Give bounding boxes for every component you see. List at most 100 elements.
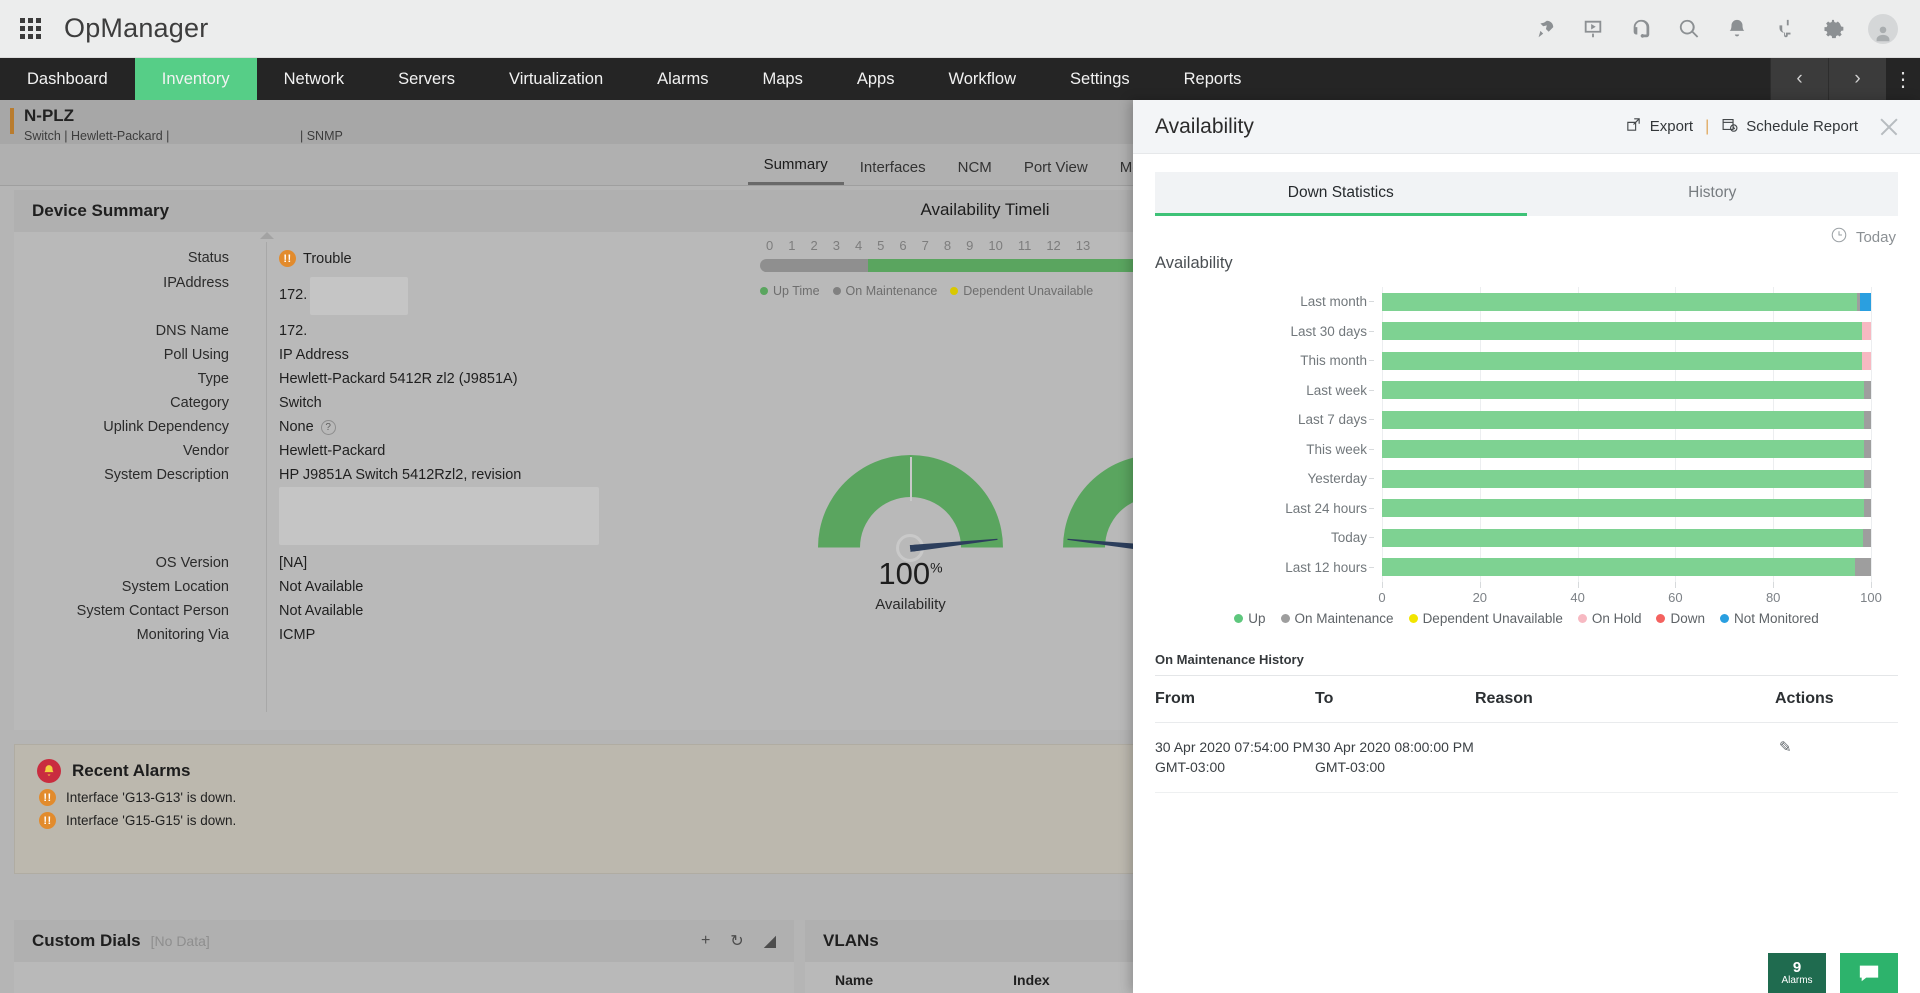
nav-item-servers[interactable]: Servers [398,69,455,88]
alarms-counter-button[interactable]: 9 Alarms [1768,953,1826,993]
vlans-title: VLANs [823,931,879,950]
legend-item[interactable]: Up [1234,611,1266,626]
gear-icon[interactable] [1820,16,1846,42]
search-icon[interactable] [1676,16,1702,42]
legend-item[interactable]: Down [1656,611,1705,626]
nav-item-virtualization[interactable]: Virtualization [508,69,604,88]
device-summary-card: Device Summary ✎ Status !! Trouble IPAddr… [14,190,1217,730]
nav-item-inventory[interactable]: Inventory [134,58,257,100]
chart-bar-row[interactable] [1382,553,1871,583]
legend-dot [1234,614,1244,623]
plus-icon[interactable]: + [700,932,711,949]
scale-tick: 9 [966,238,974,253]
user-avatar-icon[interactable] [1868,13,1898,44]
edit-pencil-icon[interactable]: ✎ [1779,739,1792,756]
headset-support-icon[interactable] [1628,16,1654,42]
column-to: To [1315,676,1475,723]
nav-item-alarms[interactable]: Alarms [657,69,709,88]
chart-bar-segment [1861,322,1871,341]
cell-to: 30 Apr 2020 08:00:00 PM GMT-03:00 [1315,722,1475,793]
column-actions: Actions [1775,676,1898,723]
scale-tick: 10 [988,238,1003,253]
legend-item[interactable]: Dependent Unavailable [1408,611,1563,626]
clock-icon [1830,226,1848,248]
export-button[interactable]: Export [1625,116,1693,137]
summary-value: [NA] [279,555,308,571]
legend-dot [832,287,841,295]
chat-icon[interactable] [1840,953,1898,993]
summary-row-osversion: OS Version [NA] [14,555,1217,571]
chart-bar-row[interactable] [1382,464,1871,494]
tab-ncm[interactable]: NCM [957,159,992,176]
summary-row-dnsname: DNS Name 172. [14,323,1217,339]
chart-heading: Availability [1155,254,1233,272]
chart-bar-row[interactable] [1382,376,1871,406]
legend-item[interactable]: On Hold [1577,611,1641,626]
nav-item-maps[interactable]: Maps [762,69,803,88]
summary-row-polluse: Poll Using IP Address [14,347,1217,363]
chart-x-tick [1479,582,1481,588]
nav-item-reports[interactable]: Reports [1183,69,1242,88]
schedule-report-button[interactable]: Schedule Report [1721,116,1858,137]
nav-item-apps[interactable]: Apps [856,69,895,88]
legend-item[interactable]: On Maintenance [1280,611,1394,626]
table-row: 30 Apr 2020 07:54:00 PM GMT-03:00 30 Apr… [1155,722,1898,793]
tab-port-view[interactable]: Port View [1023,159,1088,176]
nav-item-workflow[interactable]: Workflow [948,69,1017,88]
scale-tick: 13 [1075,238,1091,253]
close-icon[interactable] [1876,114,1902,140]
chart-bar-row[interactable] [1382,494,1871,524]
nav-item-settings[interactable]: Settings [1070,69,1130,88]
chart-x-tick [1382,582,1383,588]
chart-x-tick [1675,582,1677,588]
legend-dot [760,287,768,295]
refresh-icon[interactable]: ↻ [730,933,744,950]
chart-bar-segment [1857,292,1861,311]
today-filter-button[interactable]: Today [1133,216,1920,248]
chart-bar-row[interactable] [1382,317,1871,347]
nav-item-dashboard[interactable]: Dashboard [27,69,108,88]
legend-label: Down [1670,611,1705,626]
chart-y-label: Last 7 days [1133,405,1376,435]
rocket-icon[interactable] [1532,16,1558,42]
nav-overflow-menu-icon[interactable]: ⋮ [1886,58,1920,100]
alarm-list-item[interactable]: !! Interface 'G13-G13' is down. [15,783,1216,806]
help-icon[interactable]: ? [320,419,336,435]
chart-bar-segment [1855,558,1871,577]
plug-icon[interactable] [1772,16,1798,42]
timeline-segment-maintenance [760,259,868,272]
chart-y-label: Last 30 days [1133,317,1376,347]
chart-bar-row[interactable] [1382,435,1871,465]
legend-item[interactable]: Not Monitored [1719,611,1819,626]
presentation-play-icon[interactable] [1580,16,1606,42]
tab-interfaces[interactable]: Interfaces [859,159,926,176]
chart-bar-row[interactable] [1382,405,1871,435]
chart-x-label: 0 [1378,590,1386,605]
device-summary-body: Status !! Trouble IPAddress 172. DNS Name… [14,232,1217,712]
resize-icon[interactable]: ◢ [763,933,776,950]
chart-bar-row[interactable] [1382,523,1871,553]
scale-tick: 2 [810,238,818,253]
legend-label: Up Time [773,284,820,298]
scale-tick: 1 [788,238,796,253]
tab-down-statistics[interactable]: Down Statistics [1155,172,1527,216]
chart-bar-row[interactable] [1382,346,1871,376]
nav-next-button[interactable]: › [1828,58,1886,100]
nav-item-network[interactable]: Network [283,69,345,88]
summary-label: Poll Using [163,347,229,363]
device-subtitle: Switch | Hewlett-Packard | [24,129,170,143]
gauge-unit: % [930,559,943,576]
collapse-caret-icon[interactable] [260,232,274,239]
chart-bar-row[interactable] [1382,287,1871,317]
apps-grid-icon[interactable] [20,17,44,41]
summary-value: Hewlett-Packard 5412R zl2 (J9851A) [279,371,518,387]
notification-bell-icon[interactable] [1724,16,1750,42]
topbar-icon-group [1532,13,1920,44]
summary-value: Switch [279,395,322,411]
alarm-list-item[interactable]: !! Interface 'G15-G15' is down. [15,806,1216,829]
tab-history[interactable]: History [1526,172,1898,216]
tab-summary[interactable]: Summary [747,156,844,185]
chart-bar-segment [1382,499,1865,518]
nav-prev-button[interactable]: ‹ [1770,58,1828,100]
chart-y-label: Today [1133,523,1376,553]
